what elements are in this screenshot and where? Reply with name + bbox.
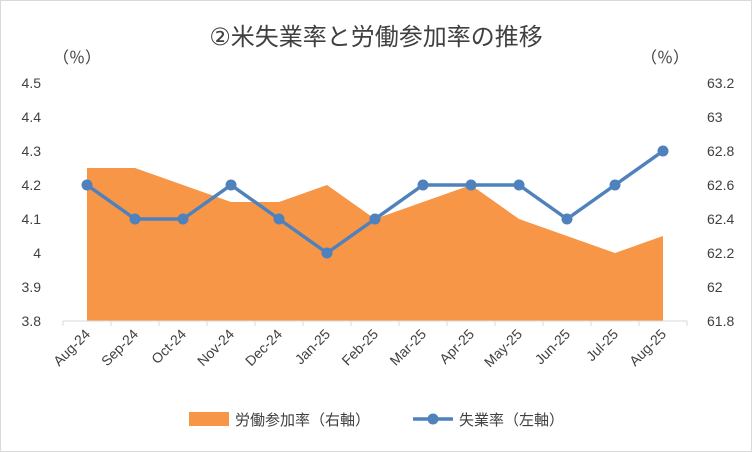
left-axis-tick-label: 4.5 [22, 75, 42, 91]
right-axis-tick-label: 61.8 [707, 313, 734, 329]
right-axis-tick-label: 62.2 [707, 245, 734, 261]
x-axis-tick-label: Sep-24 [98, 326, 141, 369]
left-axis-tick-label: 4.1 [22, 211, 42, 227]
left-axis-tick-label: 4 [33, 245, 41, 261]
right-axis-tick-label: 63 [707, 109, 723, 125]
legend-marker-unemployment [427, 413, 439, 425]
x-axis-tick-label: Jul-25 [583, 326, 621, 364]
unemployment-point [81, 179, 93, 191]
x-axis-tick-label: Feb-25 [338, 326, 381, 369]
x-axis-tick-label: May-25 [481, 326, 525, 370]
x-axis-tick-label: Oct-24 [148, 326, 189, 367]
x-axis-tick-label: Dec-24 [242, 326, 285, 369]
x-axis-tick-label: Nov-24 [194, 326, 237, 369]
left-axis-tick-label: 4.2 [22, 177, 42, 193]
participation-area [87, 168, 663, 321]
legend: 労働参加率（右軸） 失業率（左軸） [189, 411, 564, 429]
participation-area-layer [87, 168, 663, 321]
right-axis-tick-label: 62.6 [707, 177, 734, 193]
unemployment-point [369, 213, 381, 225]
axes-layer [62, 320, 688, 326]
legend-swatch-participation [189, 412, 229, 426]
x-axis-tick-label: Jan-25 [292, 326, 334, 368]
unemployment-point [657, 145, 669, 157]
unemployment-point [513, 179, 525, 191]
x-axis-tick-label: Aug-25 [626, 326, 669, 369]
left-axis-tick-label: 4.4 [22, 109, 42, 125]
unemployment-point [225, 179, 237, 191]
legend-label-participation: 労働参加率（右軸） [235, 411, 370, 429]
unemployment-point [609, 179, 621, 191]
unemployment-line-layer [81, 145, 669, 259]
x-axis-tick-label: Jun-25 [532, 326, 574, 368]
right-axis-tick-label: 62.4 [707, 211, 734, 227]
right-axis-tick-label: 62.8 [707, 143, 734, 159]
left-axis-ticks: 3.8 3.9 4 4.1 4.2 4.3 4.4 4.5 [22, 75, 42, 329]
unemployment-point [129, 213, 141, 225]
chart-title: ②米失業率と労働参加率の推移 [209, 23, 543, 51]
x-axis-tick-label: Aug-24 [50, 326, 93, 369]
x-axis-ticks: Aug-24 Sep-24 Oct-24 Nov-24 Dec-24 Jan-25 Feb-… [50, 326, 669, 370]
unemployment-point [465, 179, 477, 191]
right-axis-tick-label: 62 [707, 279, 723, 295]
unemployment-point [273, 213, 285, 225]
legend-label-unemployment: 失業率（左軸） [459, 411, 564, 429]
left-axis-tick-label: 4.3 [22, 143, 42, 159]
left-axis-tick-label: 3.8 [22, 313, 42, 329]
x-axis-tick-label: Apr-25 [436, 326, 477, 367]
left-axis-tick-label: 3.9 [22, 279, 42, 295]
unemployment-point [321, 247, 333, 259]
left-axis-unit: （％） [53, 48, 101, 67]
right-axis-tick-label: 63.2 [707, 75, 734, 91]
unemployment-point [177, 213, 189, 225]
right-axis-ticks: 61.8 62 62.2 62.4 62.6 62.8 63 63.2 [707, 75, 734, 329]
unemployment-point [417, 179, 429, 191]
right-axis-unit: （％） [641, 48, 689, 67]
x-axis-tick-label: Mar-25 [386, 326, 429, 369]
unemployment-point [561, 213, 573, 225]
